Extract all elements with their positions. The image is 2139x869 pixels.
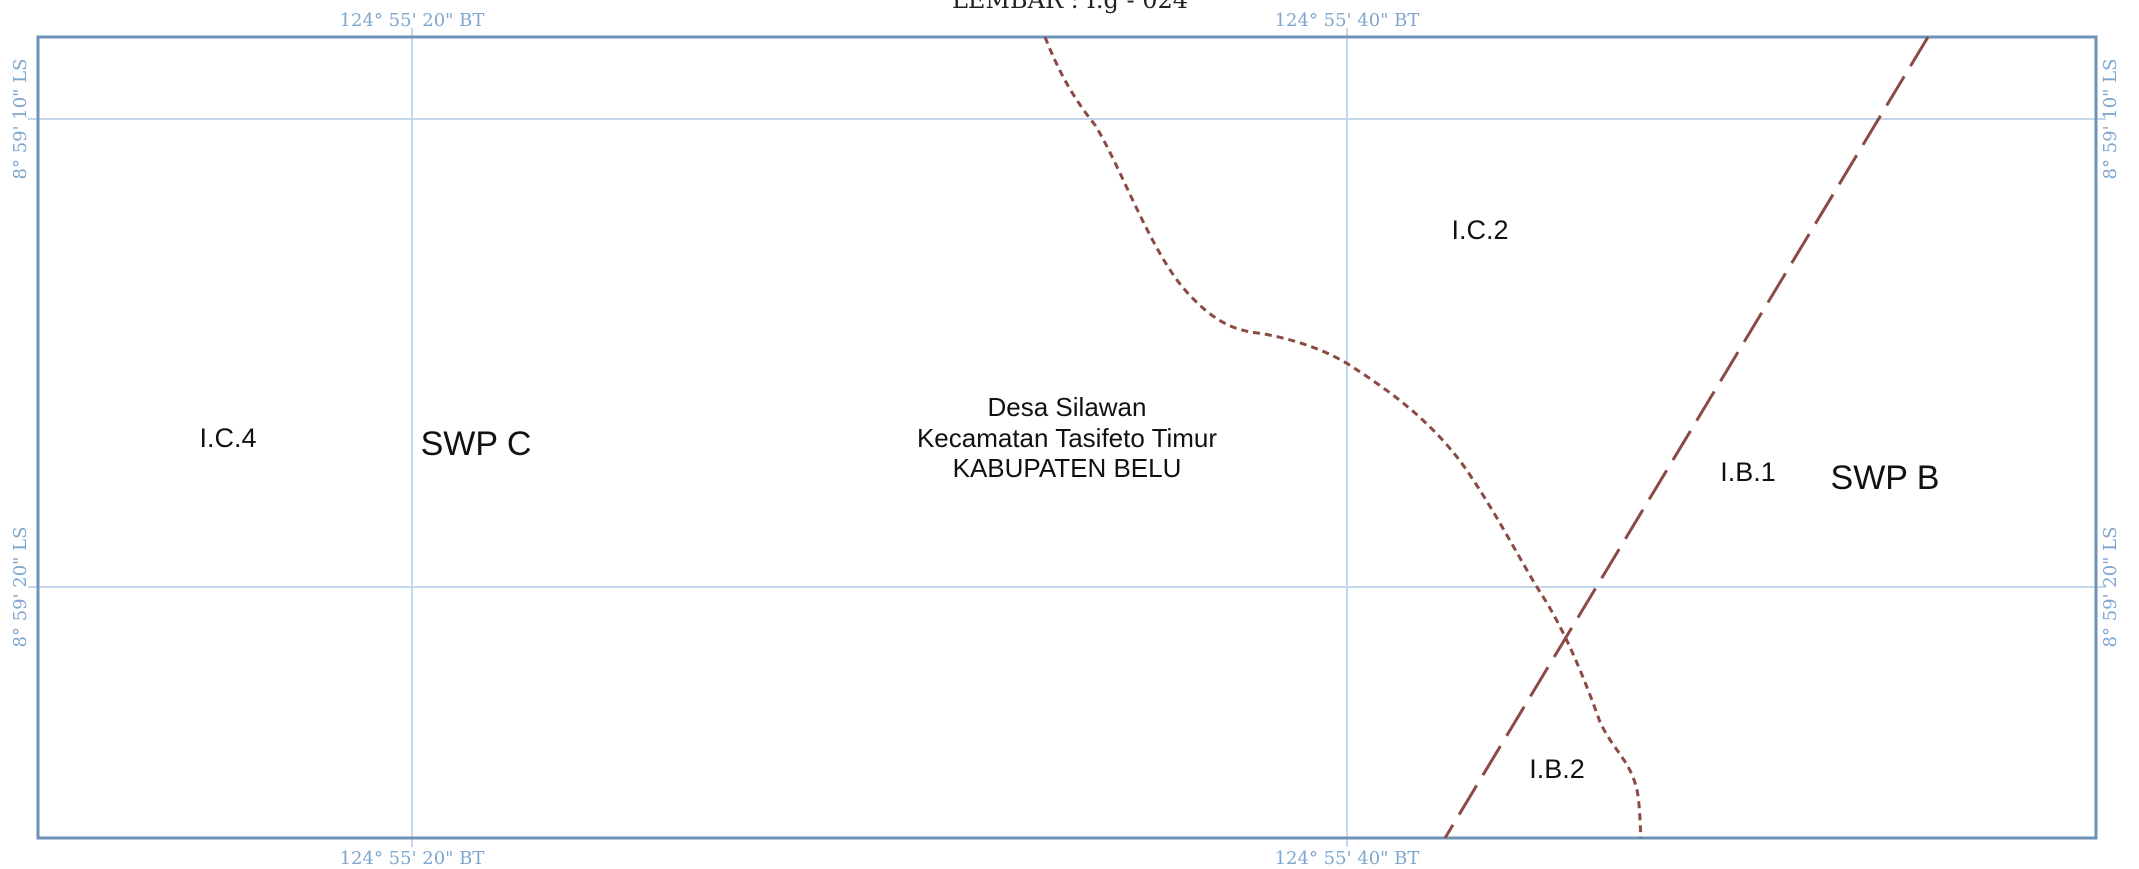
lat-label-left-1: 8° 59' 10" LS [10,59,31,180]
village-name: Desa Silawan [988,392,1147,422]
lat-label-right-1: 8° 59' 10" LS [2100,59,2121,180]
map-frame [36,35,2098,840]
graticule [28,28,2106,847]
location-label: Desa Silawan Kecamatan Tasifeto Timur KA… [917,392,1217,483]
boundaries [1043,36,1930,839]
zone-label-swp-c: SWP C [421,425,532,463]
zone-label-ic4: I.C.4 [199,423,256,453]
zone-label-ic2: I.C.2 [1451,215,1508,245]
zone-label-swp-b: SWP B [1831,459,1940,497]
village-boundary-dotted [1043,36,1643,839]
lon-label-bottom-1: 124° 55' 20" BT [340,848,485,869]
district-name: Kecamatan Tasifeto Timur [917,423,1217,453]
sheet-title: LEMBAR : I.g - 024 [952,0,1188,14]
zone-label-ib1: I.B.1 [1720,457,1776,487]
zone-label-ib2: I.B.2 [1529,754,1585,784]
regency-name: KABUPATEN BELU [953,453,1182,483]
swp-boundary-dashed [1443,36,1930,839]
lon-label-top-1: 124° 55' 20" BT [340,10,485,31]
lon-label-top-2: 124° 55' 40" BT [1275,10,1420,31]
lat-label-left-2: 8° 59' 20" LS [10,527,31,648]
lon-label-bottom-2: 124° 55' 40" BT [1275,848,1420,869]
lat-label-right-2: 8° 59' 20" LS [2100,527,2121,648]
